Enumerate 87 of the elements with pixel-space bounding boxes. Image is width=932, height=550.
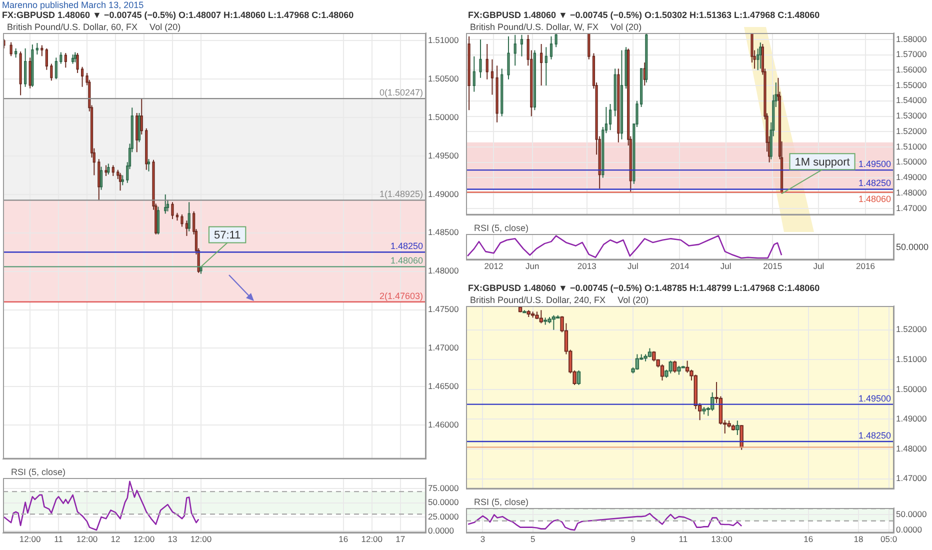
chart-title: RSI (5, close) — [474, 497, 529, 507]
y-tick-label: 1.57000 — [896, 49, 927, 60]
y-tick-label: 1.53000 — [896, 110, 927, 121]
ref-line-label: 1.48060 — [858, 194, 891, 204]
y-tick-label: 1.46500 — [428, 380, 459, 391]
y-tick-label: 75.0000 — [428, 483, 459, 494]
text: Vol (20) — [610, 22, 642, 32]
x-tick-label: 13 — [168, 534, 178, 544]
ref-line-label: 1.49500 — [858, 393, 891, 404]
y-tick-label: 1.50000 — [896, 156, 927, 167]
ref-line-label: 0(1.50247) — [379, 88, 423, 98]
x-tick-label: 2015 — [763, 261, 782, 272]
chart-title: FX:GBPUSD 1.48060 ▼ −0.00745 (−0.5%) O:1.48785 H:1.48799 L:1.47968 C:1.48060 — [468, 283, 821, 293]
y-tick-label: 1.47000 — [896, 473, 927, 484]
chart-subtitle: Marenno published March 13, 2015 — [2, 0, 145, 10]
ref-line-label: 1.48250 — [390, 241, 423, 252]
y-tick-label: 1.55000 — [896, 80, 927, 90]
x-tick-label: 12:00 — [133, 534, 155, 544]
x-tick-label: 12:00 — [190, 534, 212, 544]
y-tick-label: 1.51000 — [428, 35, 459, 46]
y-tick-label: 50.0000 — [896, 509, 927, 520]
x-tick-label: 5 — [530, 534, 536, 544]
annotation: 57:11 — [214, 230, 241, 242]
x-tick-label: 12:00 — [19, 534, 41, 544]
y-tick-label: 50.0000 — [428, 497, 459, 508]
y-tick-label: 1.56000 — [896, 64, 927, 75]
x-tick-label: 2016 — [856, 261, 876, 272]
x-tick-label: 2013 — [577, 261, 597, 272]
y-tick-label: 1.50000 — [896, 384, 927, 394]
y-tick-label: 1.58000 — [896, 34, 927, 44]
y-tick-label: 1.52000 — [896, 126, 927, 136]
chart-title: FX:GBPUSD 1.48060 ▼ −0.00745 (−0.5%) O:1.48007 H:1.48060 L:1.47968 C:1.48060 — [2, 10, 355, 20]
y-tick-label: 1.47000 — [428, 342, 459, 353]
x-tick-label: 3 — [480, 534, 486, 544]
y-tick-label: 1.48000 — [896, 187, 927, 198]
x-tick-label: 16 — [804, 534, 814, 544]
ref-line-label: 2(1.47603) — [379, 290, 423, 301]
y-tick-label: 1.49000 — [896, 172, 927, 182]
x-tick-label: Jul — [720, 261, 732, 272]
text: Vol (20) — [150, 22, 181, 32]
y-tick-label: 1.48000 — [428, 266, 459, 276]
y-tick-label: 0.0000 — [896, 524, 922, 534]
y-tick-label: 1.48000 — [896, 443, 927, 454]
x-tick-label: 17 — [396, 534, 406, 544]
y-tick-label: 25.0000 — [428, 511, 459, 522]
chart-title: RSI (5, close) — [474, 223, 529, 233]
text: British Pound/U.S. Dollar, W, FX — [470, 22, 599, 32]
x-tick-label: 11 — [54, 534, 64, 544]
y-tick-label: 1.51000 — [896, 354, 927, 364]
x-tick-label: 18 — [854, 534, 864, 544]
x-tick-label: Jun — [526, 261, 540, 272]
x-tick-label: 16 — [338, 534, 348, 544]
annotation: 1M support — [794, 156, 850, 169]
text: British Pound/U.S. Dollar, 240, FX — [470, 295, 606, 305]
x-tick-label: 11 — [678, 534, 688, 544]
y-tick-label: 1.51000 — [896, 141, 927, 152]
y-tick-label: 1.54000 — [896, 95, 927, 106]
y-tick-label: 1.48500 — [428, 227, 459, 238]
ref-line-label: 1.48250 — [858, 178, 891, 188]
x-tick-label: 12:00 — [361, 534, 383, 544]
y-tick-label: 1.49000 — [428, 188, 459, 199]
y-tick-label: 0.0000 — [428, 525, 454, 536]
x-tick-label: Jul — [813, 261, 824, 272]
ref-line-label: 1(1.48925) — [379, 189, 423, 200]
x-tick-label: 05:0 — [880, 534, 898, 544]
ref-line-label: 1.48250 — [858, 430, 891, 441]
chart-title: FX:GBPUSD 1.48060 ▼ −0.00745 (−0.5%) O:1.50302 H:1.51363 L:1.47968 C:1.48060 — [468, 10, 821, 20]
x-tick-label: 12:00 — [76, 534, 98, 544]
y-tick-label: 1.47000 — [896, 202, 927, 213]
x-tick-label: 13:00 — [711, 534, 733, 544]
ref-line-label: 1.48060 — [390, 256, 423, 266]
y-tick-label: 1.52000 — [896, 324, 927, 334]
y-tick-label: 1.49000 — [896, 414, 927, 424]
text: Vol (20) — [618, 295, 649, 305]
y-tick-label: 1.47500 — [428, 304, 459, 314]
chart-title: RSI (5, close) — [11, 467, 66, 477]
x-tick-label: Jul — [627, 261, 638, 272]
y-tick-label: 1.50500 — [428, 73, 459, 84]
ref-line-label: 1.49500 — [858, 159, 891, 170]
y-tick-label: 1.50000 — [428, 112, 459, 122]
y-tick-label: 1.46000 — [428, 419, 459, 430]
text: British Pound/U.S. Dollar, 60, FX — [7, 22, 138, 32]
x-tick-label: 12 — [110, 534, 121, 544]
x-tick-label: 2012 — [484, 261, 504, 272]
x-tick-label: 9 — [630, 534, 636, 544]
x-tick-label: 2014 — [670, 261, 690, 272]
y-tick-label: 1.49500 — [428, 150, 459, 160]
